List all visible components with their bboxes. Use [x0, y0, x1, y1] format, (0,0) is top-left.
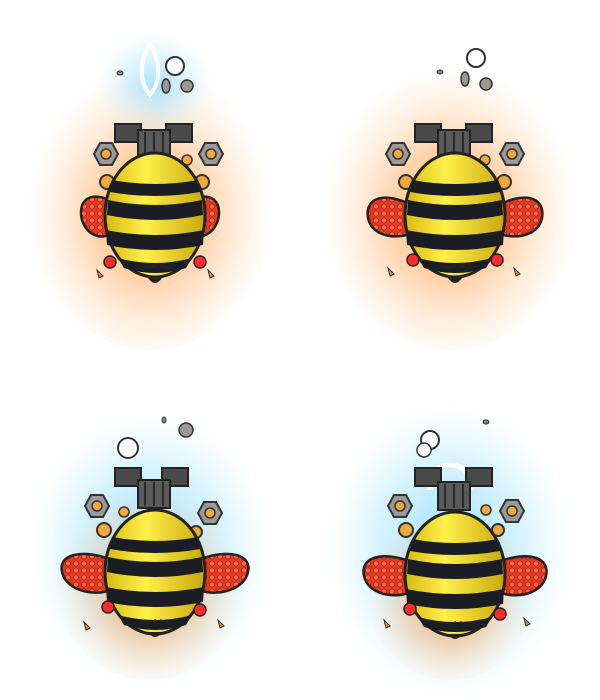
right-eye: [193, 255, 207, 269]
right-wing: [194, 552, 250, 594]
right-eye: [493, 607, 507, 621]
carrot-icon: [383, 618, 391, 629]
right-eye: [193, 603, 207, 617]
left-wing: [362, 555, 416, 597]
left-wing: [366, 196, 416, 238]
small-nut-icon: [181, 154, 193, 166]
bubble-icon: [416, 442, 432, 458]
bubble-icon: [466, 48, 486, 68]
bubble-icon: [436, 69, 444, 75]
bubble-icon: [161, 416, 167, 424]
exhaust-cap: [114, 467, 189, 509]
teardrop-antenna-icon: [139, 41, 161, 99]
bubble-icon: [165, 56, 185, 76]
hex-nut-icon: [196, 501, 224, 525]
stinger: [448, 278, 462, 283]
hex-nut-icon: [386, 494, 414, 518]
exhaust-cap: [414, 467, 493, 511]
small-nut-icon: [118, 506, 130, 518]
carrot-icon: [96, 268, 104, 279]
hex-nut-icon: [197, 142, 225, 166]
left-eye: [403, 602, 417, 616]
carrot-icon: [83, 620, 91, 631]
small-nut-icon: [480, 504, 492, 516]
carrot-icon: [523, 616, 531, 627]
right-wing: [494, 196, 544, 238]
bee-body: [103, 508, 207, 636]
bee-body: [403, 151, 507, 279]
stinger: [448, 634, 462, 639]
bee-frame-4: [300, 350, 600, 700]
left-wing: [60, 552, 116, 594]
carrot-icon: [217, 618, 225, 629]
left-eye: [101, 600, 115, 614]
left-eye: [103, 255, 117, 269]
hex-nut-icon: [384, 142, 412, 166]
stinger: [148, 632, 162, 637]
bubble-icon: [117, 437, 139, 459]
hex-nut-icon: [83, 494, 111, 518]
bubble-icon: [180, 79, 194, 93]
bee-body: [103, 151, 207, 279]
small-nut-icon: [398, 522, 414, 538]
right-eye: [490, 253, 504, 267]
bubble-icon: [460, 71, 470, 87]
hex-nut-icon: [498, 499, 526, 523]
bubble-icon: [116, 70, 124, 76]
hex-nut-icon: [498, 142, 526, 166]
left-eye: [406, 253, 420, 267]
bubble-icon: [178, 422, 194, 438]
bee-frame-2: [300, 0, 600, 350]
carrot-icon: [387, 266, 395, 277]
bubble-icon: [161, 78, 171, 94]
bee-frame-3: [0, 350, 300, 700]
right-wing: [494, 555, 548, 597]
carrot-icon: [513, 266, 521, 277]
small-nut-icon: [96, 522, 112, 538]
bubble-icon: [479, 77, 493, 91]
bubble-icon: [482, 419, 490, 425]
carrot-icon: [207, 268, 215, 279]
bee-frame-1: [0, 0, 300, 350]
hex-nut-icon: [92, 142, 120, 166]
stinger: [148, 278, 162, 283]
bee-body: [403, 510, 507, 638]
